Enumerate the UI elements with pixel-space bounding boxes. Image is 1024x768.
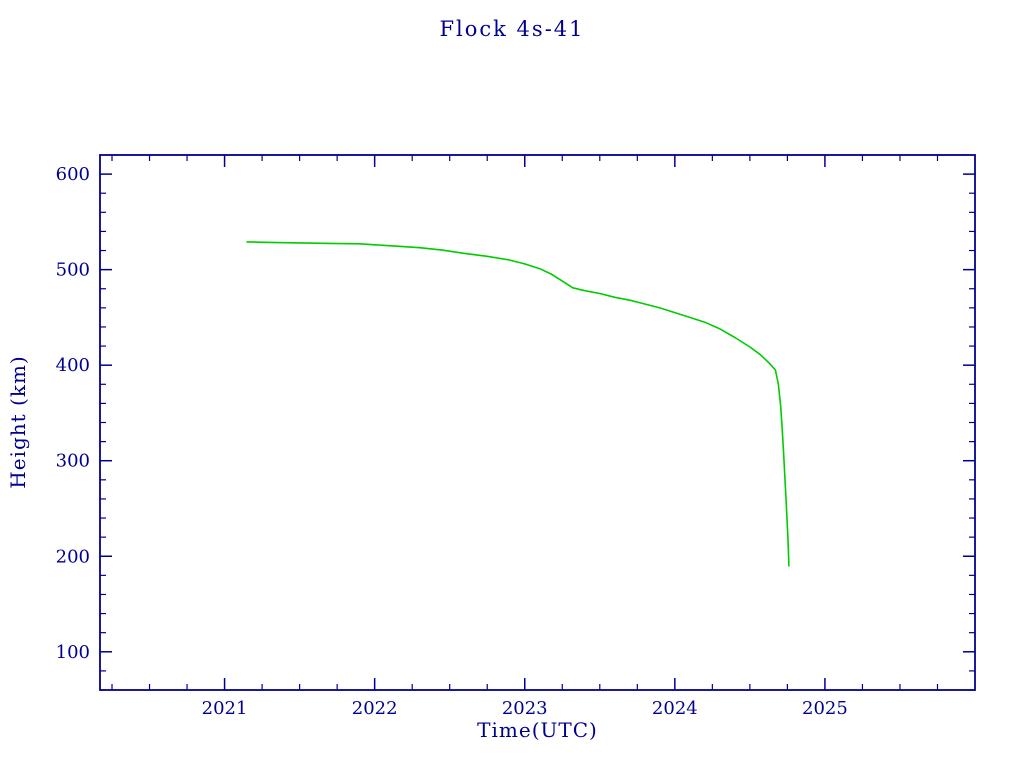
y-tick-label: 600 bbox=[56, 164, 90, 185]
y-tick-label: 300 bbox=[56, 451, 90, 472]
y-tick-label: 100 bbox=[56, 642, 90, 663]
y-tick-label: 500 bbox=[56, 260, 90, 281]
x-tick-label: 2023 bbox=[502, 698, 548, 719]
x-tick-label: 2025 bbox=[802, 698, 848, 719]
height-series-line bbox=[246, 241, 790, 567]
x-axis-label: Time(UTC) bbox=[477, 718, 598, 742]
x-tick-label: 2024 bbox=[652, 698, 698, 719]
y-tick-label: 200 bbox=[56, 546, 90, 567]
x-tick-label: 2022 bbox=[352, 698, 398, 719]
chart-title: Flock 4s-41 bbox=[439, 17, 585, 41]
plot-frame bbox=[99, 154, 976, 691]
x-tick-label: 2021 bbox=[202, 698, 248, 719]
y-tick-label: 400 bbox=[56, 355, 90, 376]
